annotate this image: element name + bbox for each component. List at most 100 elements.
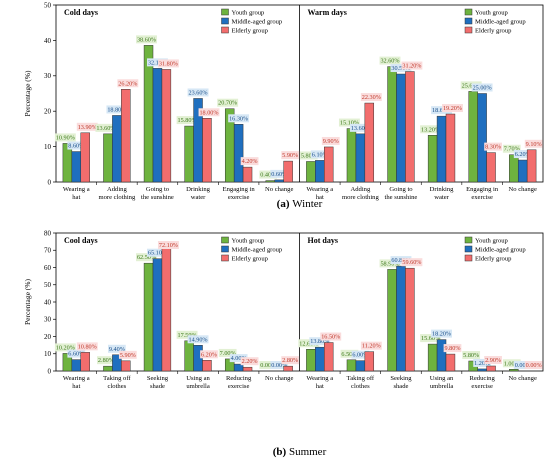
data-label-bg [118,350,137,359]
data-label: 15.60% [421,335,440,342]
category-label: more clothing [98,194,136,201]
bar [445,113,456,183]
legend-swatch [221,236,229,244]
legend-swatch [221,245,229,253]
bar [233,124,244,183]
data-label-bg [281,356,300,365]
category-label: No change [509,375,537,382]
y-tick-label: 40 [44,37,52,45]
data-label: 32.60% [380,58,399,65]
y-tick-label: 60 [44,264,52,272]
category-label: exercise [228,194,250,201]
legend-label: Youth group [475,238,509,245]
bar [405,267,415,372]
data-label-bg [320,332,342,341]
bar [526,149,537,183]
data-label-bg [76,342,98,351]
data-label: 13.60% [96,125,115,132]
category-label: Adding [107,186,127,193]
data-label: 18.00% [199,109,218,116]
data-label-bg [379,259,401,268]
data-label: 20.70% [218,100,237,107]
data-label: 65.10% [148,250,167,257]
data-label-bg [513,361,532,369]
data-label-bg [351,350,370,359]
data-label: 8.60% [68,143,84,150]
panel-title: Warm days [308,8,347,17]
data-label: 16.50% [321,334,340,341]
bar [315,346,325,372]
data-label-bg [420,125,442,134]
data-label-bg [360,341,382,350]
data-label-bg [321,136,340,145]
category-label: No change [509,186,537,193]
data-label: 30.50% [391,65,410,72]
data-label-bg [524,361,543,369]
bar [468,91,478,183]
bar [283,365,293,372]
data-label-bg [97,356,115,365]
data-label: 9.40% [109,346,125,353]
data-label-bg [513,150,532,159]
data-label-bg [484,355,502,364]
legend-swatch [221,17,229,25]
legend-swatch [221,26,229,34]
data-label-bg [299,151,318,160]
data-label: 12.60% [299,340,318,347]
legend-swatch [464,245,473,253]
category-label: hat [72,383,80,390]
y-tick-label: 50 [44,281,52,289]
data-label-bg [259,170,278,179]
category-label: water [191,194,206,201]
category-label: hat [316,383,324,390]
bar [80,132,90,183]
data-label-bg [270,169,289,178]
category-label: Using an [186,375,210,382]
data-label: 9.80% [445,345,461,352]
bar [477,93,487,183]
y-tick-label: 40 [44,298,52,306]
bar [184,340,194,372]
data-label: 22.30% [362,94,381,101]
data-label: 10.80% [78,343,97,350]
data-label-bg [349,123,371,132]
y-tick-label: 30 [44,316,52,324]
data-label: 0.00% [271,362,287,369]
data-label: 6.60% [68,351,84,358]
data-label: 14.90% [189,336,208,343]
data-label: 13.90% [78,124,97,131]
bar [112,115,122,183]
data-label-bg [471,83,493,92]
data-label: 4.20% [242,158,258,165]
data-label: 13.20% [421,126,440,133]
y-tick-label: 10 [44,143,52,151]
bar [396,265,406,372]
data-label-bg [200,350,218,359]
category-label: more clothing [342,194,380,201]
y-tick-label: 10 [44,350,52,358]
data-label-bg [136,35,157,44]
data-label: 13.80% [310,338,329,345]
legend-label: Elderly group [232,28,269,35]
data-label-bg [176,116,198,125]
category-label: the sunshine [385,194,418,201]
data-label-bg [502,359,521,368]
bar [71,359,82,372]
data-label-bg [217,98,239,107]
data-label-bg [106,105,128,114]
data-label-bg [147,58,168,67]
bar [161,246,172,372]
panel-title: Hot days [308,236,338,245]
legend-swatch [221,254,229,262]
legend-swatch [464,254,473,262]
y-tick-label: 0 [48,178,52,186]
data-label: 2.90% [485,357,501,364]
legend-swatch [464,17,473,25]
summer-chart: 0 10 20 30 40 50 60 70 80 Percentage (%) Cool days… [23,229,544,458]
data-label: 23.60% [189,89,208,96]
data-label: 0.00% [515,362,531,369]
legend-label: Elderly group [232,256,269,263]
data-label: 0.00% [260,362,276,369]
bar [509,154,519,183]
category-label: exercise [471,383,493,390]
